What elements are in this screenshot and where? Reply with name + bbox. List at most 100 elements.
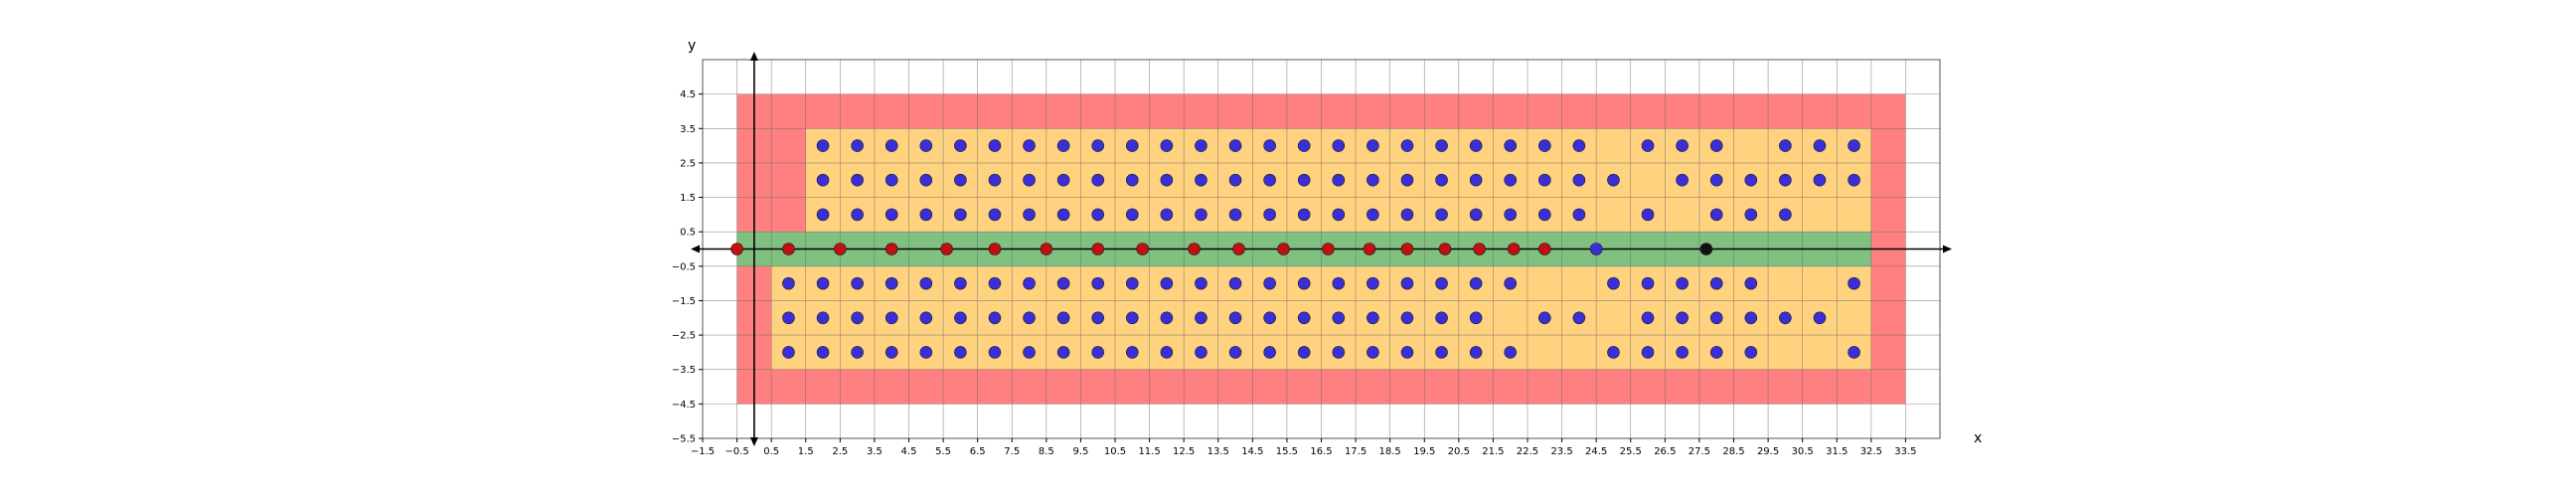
data-point: [1056, 276, 1070, 290]
data-point: [1363, 243, 1376, 255]
data-point: [834, 243, 847, 255]
data-point: [1676, 139, 1689, 152]
data-point: [1744, 173, 1758, 187]
x-tick-label: 7.5: [1004, 446, 1020, 457]
data-point: [730, 243, 743, 255]
data-point: [1023, 346, 1036, 359]
data-point: [1400, 346, 1414, 359]
data-point: [1400, 208, 1414, 222]
data-point: [940, 243, 953, 255]
data-point: [954, 346, 967, 359]
data-point: [1263, 173, 1276, 187]
data-point: [954, 173, 967, 187]
data-point: [1779, 208, 1792, 222]
data-point: [1504, 173, 1518, 187]
x-tick-label: 28.5: [1722, 446, 1744, 457]
y-axis-arrow-up: [749, 52, 758, 61]
data-point: [1709, 139, 1723, 152]
x-tick-label: 24.5: [1585, 446, 1607, 457]
data-point: [1297, 346, 1311, 359]
data-point: [1504, 346, 1518, 359]
data-point: [1435, 311, 1448, 325]
x-tick-label: 1.5: [798, 446, 814, 457]
data-point: [1641, 311, 1655, 325]
data-point: [1607, 173, 1620, 187]
data-point: [1195, 276, 1208, 290]
x-tick-label: 14.5: [1241, 446, 1263, 457]
data-point: [1228, 208, 1242, 222]
data-point: [1125, 139, 1139, 152]
data-point: [1160, 208, 1174, 222]
y-tick-label: 2.5: [680, 158, 696, 169]
data-point: [1848, 276, 1860, 290]
data-point: [816, 276, 830, 290]
data-point: [1676, 311, 1689, 325]
data-point: [1332, 139, 1346, 152]
data-point: [988, 173, 1002, 187]
x-tick-label: 23.5: [1550, 446, 1572, 457]
data-point: [1125, 173, 1139, 187]
data-point: [1435, 208, 1448, 222]
data-point: [919, 311, 933, 325]
x-tick-label: 2.5: [832, 446, 848, 457]
data-point: [1023, 311, 1036, 325]
data-point: [1744, 208, 1758, 222]
data-point: [1641, 208, 1655, 222]
data-point: [954, 276, 967, 290]
data-point: [919, 346, 933, 359]
x-tick-label: −1.5: [691, 446, 715, 457]
x-tick-label: 3.5: [867, 446, 883, 457]
data-point: [919, 173, 933, 187]
data-point: [1332, 276, 1346, 290]
data-point: [1277, 243, 1290, 255]
axes-layer: [691, 52, 1952, 446]
x-tick-label: 26.5: [1654, 446, 1676, 457]
data-point: [1848, 173, 1860, 187]
x-axis-label: x: [1974, 430, 1982, 446]
data-point: [1332, 173, 1346, 187]
data-point: [1469, 276, 1483, 290]
data-point: [1507, 243, 1521, 255]
data-point: [851, 346, 864, 359]
data-point: [1332, 346, 1346, 359]
data-point: [1744, 346, 1758, 359]
data-point: [1504, 139, 1518, 152]
data-point: [1367, 276, 1379, 290]
y-tick-label: −3.5: [672, 365, 696, 376]
data-point: [782, 346, 795, 359]
x-tick-label: 8.5: [1039, 446, 1054, 457]
x-tick-label: 5.5: [935, 446, 951, 457]
data-point: [782, 311, 795, 325]
data-point: [1195, 311, 1208, 325]
data-point: [1572, 139, 1586, 152]
y-tick-label: −0.5: [672, 261, 696, 272]
data-point: [1056, 208, 1070, 222]
data-point: [1232, 243, 1245, 255]
data-point: [1813, 173, 1827, 187]
data-point: [1228, 139, 1242, 152]
data-point: [1435, 346, 1448, 359]
x-tick-label: 17.5: [1345, 446, 1367, 457]
data-point: [1188, 243, 1201, 255]
data-point: [1848, 346, 1860, 359]
data-point: [1469, 139, 1483, 152]
data-point: [988, 346, 1002, 359]
data-point: [1435, 139, 1448, 152]
data-point: [1056, 346, 1070, 359]
data-point: [1779, 311, 1792, 325]
data-point: [1367, 311, 1379, 325]
data-point: [1779, 173, 1792, 187]
data-point: [816, 346, 830, 359]
data-point: [988, 276, 1002, 290]
data-point: [1263, 139, 1276, 152]
x-tick-label: 11.5: [1138, 446, 1160, 457]
data-point: [1435, 173, 1448, 187]
data-point: [1641, 276, 1655, 290]
x-tick-label: 19.5: [1413, 446, 1435, 457]
data-point: [1091, 208, 1105, 222]
data-point: [1641, 346, 1655, 359]
data-point: [1469, 311, 1483, 325]
data-point: [816, 173, 830, 187]
data-point: [1848, 139, 1860, 152]
data-point: [1572, 208, 1586, 222]
